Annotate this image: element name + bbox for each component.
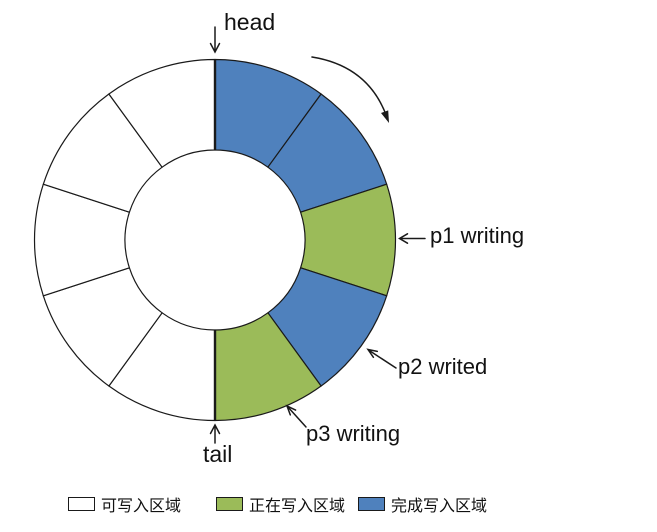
head-label: head	[224, 9, 276, 35]
p3-arrow-icon	[285, 404, 307, 428]
legend-item-done: 完成写入区域	[358, 492, 487, 516]
p2-arrow-icon	[366, 348, 397, 369]
legend-item-writing: 正在写入区域	[216, 492, 345, 516]
legend-label-writing-area: 正在写入区域	[249, 498, 346, 515]
rotation-arrow-icon	[311, 56, 389, 123]
ring-segments	[33, 58, 397, 422]
tail-arrow-icon	[209, 423, 221, 444]
legend-item-free: 可写入区域	[68, 492, 181, 516]
p2-writed-label: p2 writed	[398, 354, 488, 379]
p3-writing-label: p3 writing	[306, 421, 401, 446]
legend-swatch-writing-area	[216, 497, 243, 511]
p1-arrow-icon	[398, 233, 426, 244]
legend-swatch-done-area	[358, 497, 385, 511]
tail-label: tail	[203, 441, 233, 467]
legend-label-done-area: 完成写入区域	[391, 498, 488, 515]
legend-swatch-free-area	[68, 497, 95, 511]
head-arrow-icon	[209, 26, 221, 54]
legend-label-free-area: 可写入区域	[101, 498, 182, 515]
p1-writing-label: p1 writing	[430, 223, 525, 248]
